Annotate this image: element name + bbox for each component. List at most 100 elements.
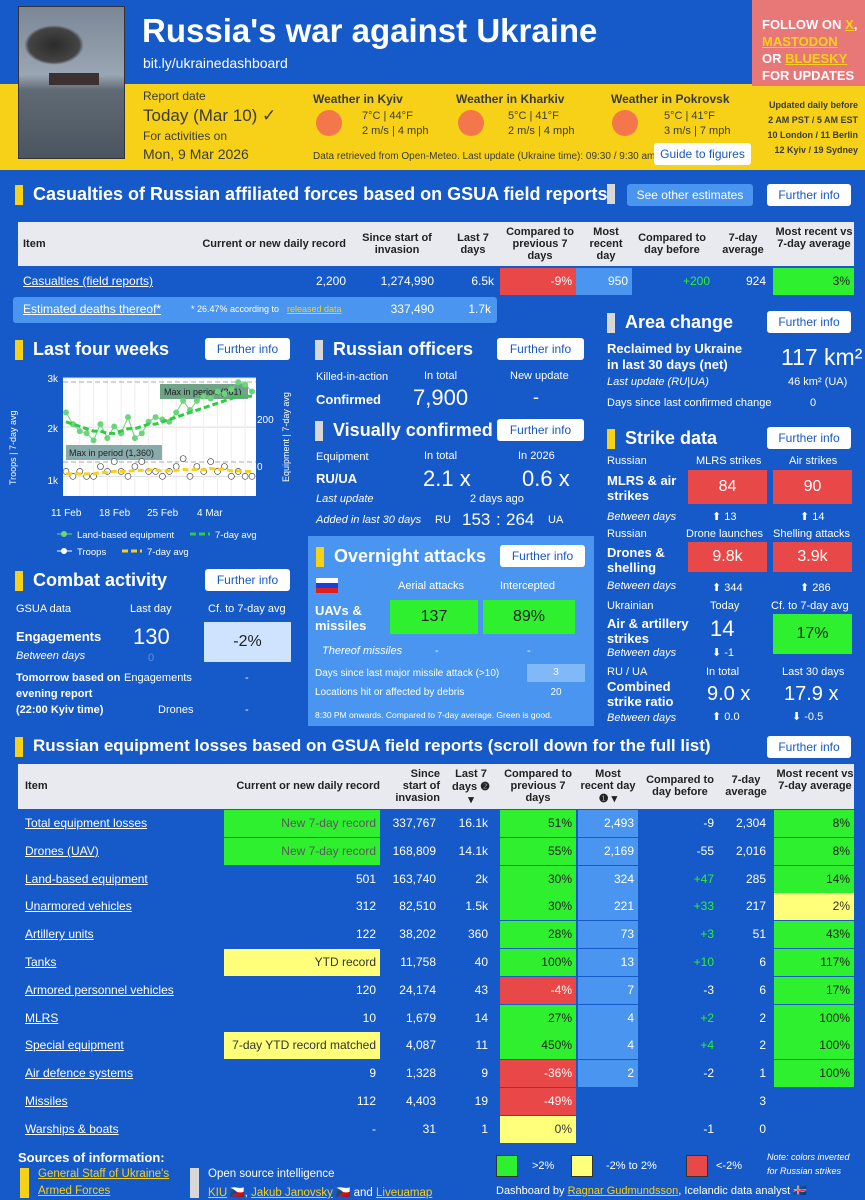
equipment-cell: 100% [500,949,576,976]
equipment-cell: 9 [481,1066,488,1081]
equipment-cell: 17% [774,976,854,1004]
equipment-cell: 19 [474,1094,488,1108]
dashboard-link[interactable]: bit.ly/ukrainedashboard [143,55,288,71]
equipment-cell: 8% [774,837,854,865]
legend-red-label: <-2% [716,1160,742,1172]
visual-total-label: In total [424,450,458,462]
data-point [207,395,214,402]
equipment-cell: 112 [356,1094,376,1108]
data-point [221,390,228,397]
weather-kyiv-title: Weather in Kyiv [313,92,403,106]
equipment-further-info-button[interactable]: Further info [767,736,851,758]
overnight-further-info-button[interactable]: Further info [500,545,585,567]
equipment-cell: -4% [500,976,576,1004]
equipment-item-link[interactable]: Artillery units [25,927,94,942]
casualties-further-info-button[interactable]: Further info [767,184,851,206]
credits: Dashboard by Ragnar Gudmundsson, Iceland… [496,1185,807,1197]
max-label-troops: Max in period (1,360) [69,448,154,458]
equipment-cell: 312 [355,899,376,914]
author-link[interactable]: Ragnar Gudmundsson [567,1185,679,1197]
ratio-colon: : [496,510,501,529]
ratio-l30-change: ⬇ -0.5 [792,711,824,723]
visual-further-info-button[interactable]: Further info [497,419,584,441]
between-days-label: Between days [607,712,677,724]
data-point [110,458,118,465]
equipment-cell: 450% [500,1032,576,1060]
legend-yellow-label: -2% to 2% [606,1160,657,1172]
equipment-cell: 51 [752,927,766,942]
casualties-link[interactable]: Casualties (field reports) [23,274,154,288]
equipment-item-link[interactable]: Drones (UAV) [25,843,99,858]
general-staff-link[interactable]: General Staff of Ukraine's [38,1168,170,1180]
equipment-cell: 2 [759,1010,766,1025]
equipment-cell: 285 [745,871,766,886]
four-weeks-further-info-button[interactable]: Further info [205,338,290,360]
data-point [200,393,207,400]
equipment-cell: 1 [759,1066,766,1081]
last-update-label: Last update [316,493,374,505]
liveuamap-link[interactable]: Liveuamap [376,1187,433,1199]
air-change: ⬆ 14 [800,511,825,523]
tomorrow-engagements-value: - [245,672,249,684]
data-point [159,473,166,480]
equipment-item-link[interactable]: Unarmored vehicles [25,899,132,914]
data-point [152,414,159,421]
equipment-cell: 1,328 [405,1066,436,1081]
guide-button[interactable]: Guide to figures [654,143,751,165]
kia-label: Killed-in-action [316,371,389,383]
overnight-title: Overnight attacks [316,546,486,568]
data-point [172,463,180,470]
follow-box: FOLLOW ON X, MASTODON OR BLUESKY FOR UPD… [752,0,865,86]
strike-further-info-button[interactable]: Further info [767,427,851,449]
max-label-bg [66,445,162,460]
data-point [97,463,104,470]
armed-forces-link[interactable]: Armed Forces [38,1185,111,1197]
equipment-cell: 30% [500,893,576,921]
see-other-estimates-button[interactable]: See other estimates [627,184,753,206]
kiu-link[interactable]: KIU [208,1187,228,1199]
equipment-item-link[interactable]: Warships & boats [25,1121,119,1136]
equipment-item-link[interactable]: Armored personnel vehicles [25,982,174,997]
equipment-cell: 73 [578,921,638,949]
data-point [76,428,83,435]
combat-further-info-button[interactable]: Further info [205,569,290,591]
legend-troops: Troops [77,547,106,558]
equipment-item-link[interactable]: Tanks [25,955,57,969]
equipment-item-link[interactable]: Air defence systems [25,1066,134,1081]
jj-link[interactable]: Jakub Janovsky [251,1187,333,1199]
equipment-item-link[interactable]: Land-based equipment [25,871,148,886]
drone-value: 9.8k [688,542,767,572]
table-row: Tanks YTD record 11,758 40 100% 13 +10 6 117% [18,949,854,976]
max-label-equipment: Max in period (361) [164,387,242,397]
released-data-link[interactable]: released data [287,304,342,314]
area-further-info-button[interactable]: Further info [767,311,851,333]
equipment-cell: 4 [578,1032,638,1060]
equipment-item-link[interactable]: MLRS [25,1010,59,1025]
series-line-1 [65,394,252,435]
mlrs-air-label: MLRS & air strikes [607,473,677,503]
equipment-item-link[interactable]: Special equipment [25,1038,124,1053]
table-row: Missiles 112 4,403 19 -49% 3 [18,1088,854,1115]
equipment-item-link[interactable]: Missiles [25,1094,68,1108]
data-point [228,386,235,393]
bluesky-link[interactable]: BLUESKY [785,51,848,66]
officers-further-info-button[interactable]: Further info [497,338,584,360]
drone-change: ⬆ 344 [712,582,743,594]
legend-equipment-avg: 7-day avg [215,530,257,541]
y2-tick: 200 [257,415,274,426]
x-link[interactable]: X [845,17,854,32]
equipment-cell: 7-day YTD record matched [224,1032,380,1060]
area-last-update-value: 46 km² (UA) [788,376,848,388]
equipment-cell: -3 [703,982,714,997]
last-update-value: 2 days ago [470,493,524,505]
data-point [90,437,97,444]
equipment-cell: 6 [759,955,766,969]
estimated-deaths-link[interactable]: Estimated deaths thereof* [23,302,162,316]
equipment-item-link[interactable]: Total equipment losses [25,816,148,830]
data-point [249,388,255,395]
equipment-cell: -2 [703,1066,714,1081]
equipment-cell: 1 [481,1121,488,1136]
mastodon-link[interactable]: MASTODON [762,34,838,49]
equipment-cell: -55 [696,843,714,858]
equipment-cell: 2,016 [735,843,766,858]
